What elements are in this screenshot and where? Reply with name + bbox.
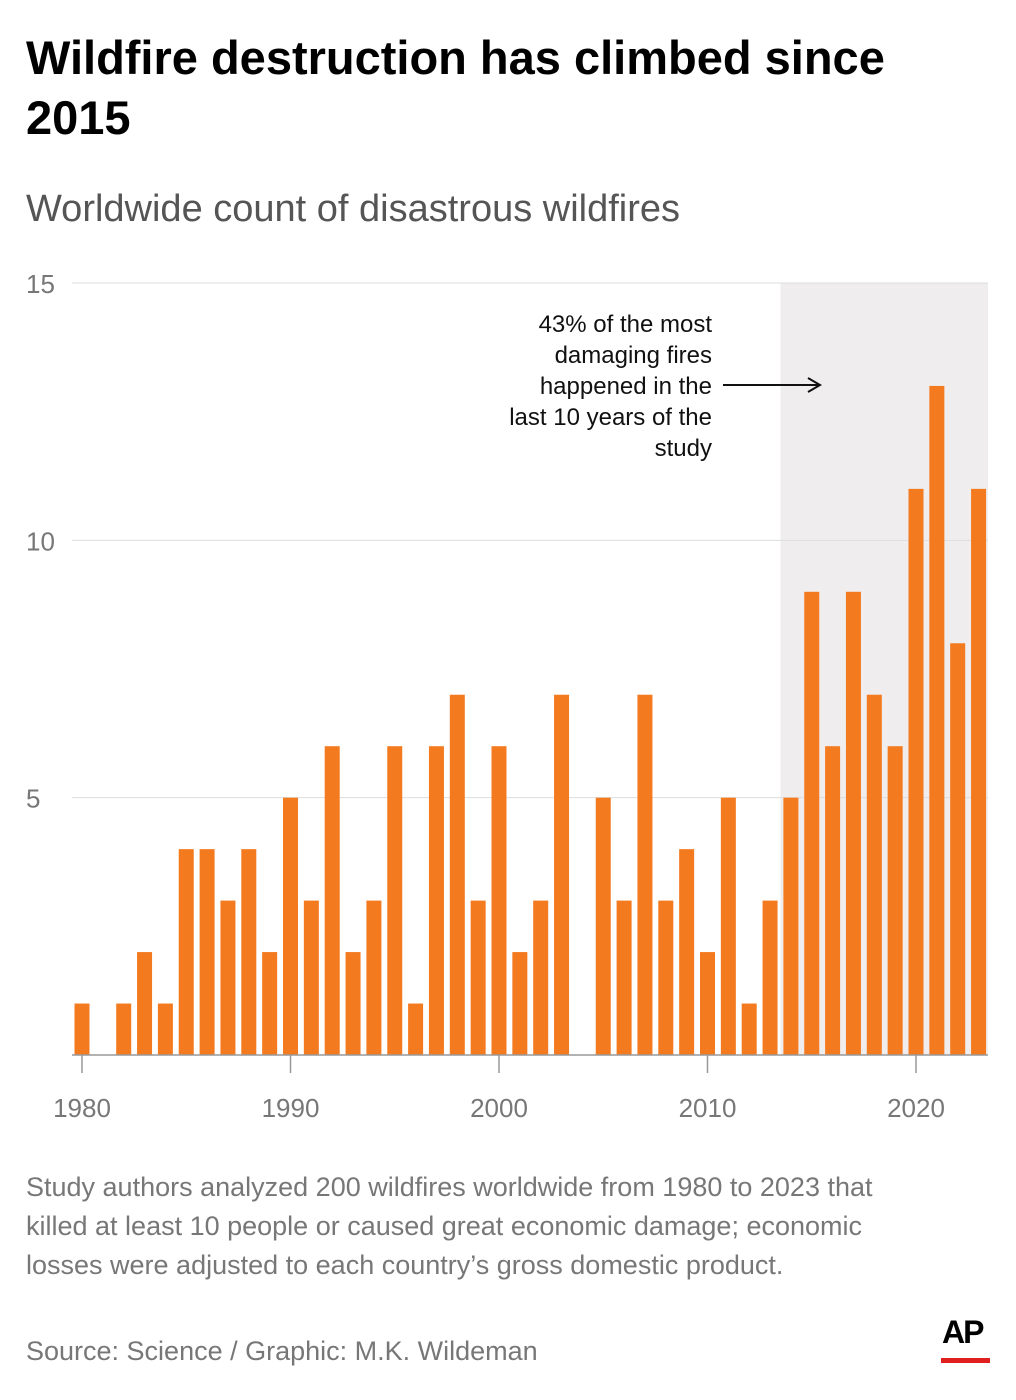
chart-title: Wildfire destruction has climbed since 2…	[26, 31, 885, 144]
y-tick-label: 5	[26, 784, 40, 814]
bar-2012	[741, 1003, 757, 1055]
bar-2007	[637, 694, 653, 1055]
bar-chart: 5 10 15 1980 1990 2000 2010 2020 43% of the most…	[26, 269, 988, 1123]
bar-2013	[762, 900, 778, 1055]
x-tick-label: 2020	[887, 1093, 945, 1123]
bar-2014	[783, 797, 799, 1055]
bar-1980	[74, 1003, 90, 1055]
bar-1993	[345, 952, 361, 1055]
bar-2000	[491, 746, 507, 1055]
bar-2001	[512, 952, 528, 1055]
annotation-line: 43% of the most	[539, 311, 713, 338]
y-tick-label: 15	[26, 269, 55, 299]
bar-2023	[971, 488, 987, 1055]
bar-1999	[470, 900, 486, 1055]
bar-2019	[887, 746, 903, 1055]
bar-1996	[408, 1003, 424, 1055]
bar-1988	[241, 849, 257, 1055]
bar-2017	[845, 591, 861, 1055]
bar-2020	[908, 488, 924, 1055]
bar-1982	[116, 1003, 132, 1055]
x-tick-label: 2000	[470, 1093, 528, 1123]
bar-2016	[825, 746, 841, 1055]
bar-1985	[178, 849, 194, 1055]
bar-2010	[700, 952, 715, 1055]
annotation-line: damaging fires	[555, 342, 712, 369]
bar-1992	[324, 746, 340, 1055]
chart-note: Study authors analyzed 200 wildfires wor…	[26, 1172, 873, 1280]
annotation-line: last 10 years of the	[509, 404, 712, 431]
bar-1987	[220, 900, 236, 1055]
bar-2006	[616, 900, 632, 1055]
bar-1989	[262, 952, 278, 1055]
bar-2022	[950, 643, 966, 1055]
bar-2009	[679, 849, 695, 1055]
ap-logo: AP	[942, 1314, 984, 1350]
bar-1991	[303, 900, 319, 1055]
bar-2015	[804, 591, 820, 1055]
source-credit: Source: Science / Graphic: M.K. Wildeman	[26, 1336, 538, 1366]
x-tick-label: 2010	[679, 1093, 737, 1123]
bar-2011	[720, 797, 736, 1055]
annotation-line: happened in the	[540, 373, 712, 400]
bar-1998	[449, 694, 465, 1055]
bar-2021	[929, 385, 945, 1055]
ap-logo-bar	[941, 1358, 990, 1363]
y-tick-label: 10	[26, 526, 55, 556]
arrowhead-icon	[807, 377, 822, 393]
x-tick-label: 1990	[262, 1093, 320, 1123]
bar-2002	[533, 900, 549, 1055]
bar-1994	[366, 900, 382, 1055]
bar-1986	[199, 849, 215, 1055]
bar-1995	[387, 746, 403, 1055]
annotation-line: study	[655, 435, 712, 462]
bar-2008	[658, 900, 674, 1055]
bar-1984	[157, 1003, 173, 1055]
bar-2005	[595, 797, 611, 1055]
chart-subtitle: Worldwide count of disastrous wildfires	[26, 188, 681, 230]
bar-1983	[137, 952, 153, 1055]
bar-2003	[554, 694, 570, 1055]
x-tick-label: 1980	[53, 1093, 111, 1123]
bar-2018	[866, 694, 882, 1055]
bar-1997	[428, 746, 444, 1055]
bar-1990	[283, 797, 298, 1055]
